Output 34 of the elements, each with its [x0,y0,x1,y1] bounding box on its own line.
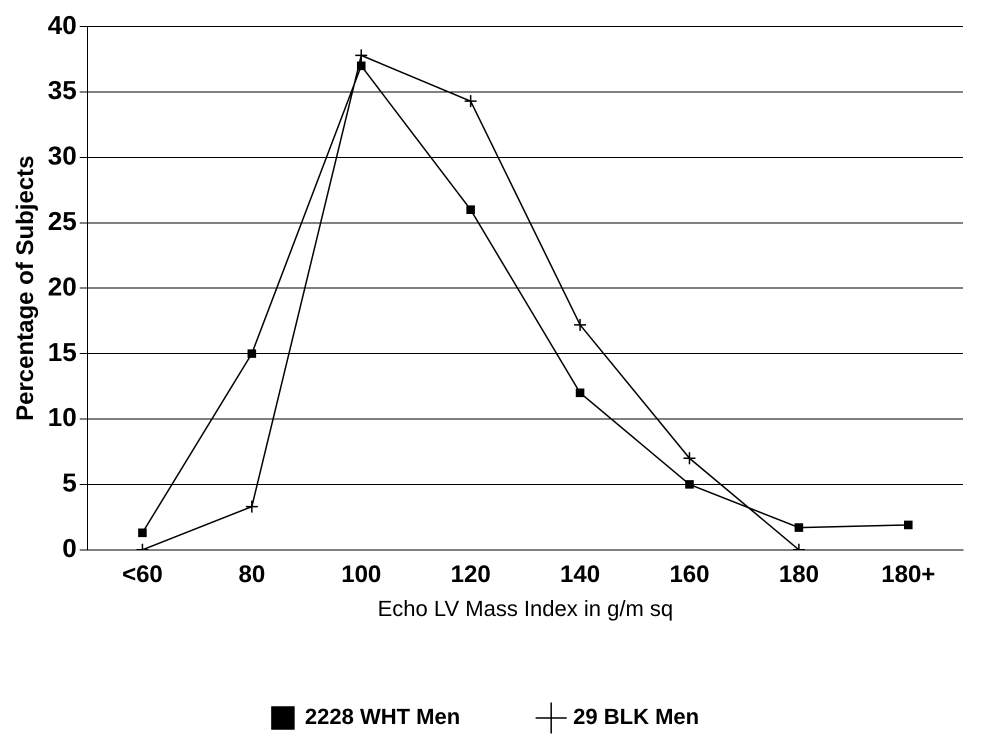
y-tick-label: 10 [48,402,77,432]
point [573,318,587,332]
point [685,480,694,489]
x-tick-label: 140 [560,560,600,588]
point [682,451,696,465]
x-tick-label: 80 [238,560,266,588]
x-tick-label: 100 [341,560,382,588]
x-axis-title: Echo LV Mass Index in g/m sq [378,596,674,621]
y-tick-label: 40 [48,10,77,40]
y-tick-label: 30 [48,140,77,171]
legend-label: 2228 WHT Men [304,704,460,730]
y-tick-label: 35 [48,75,77,106]
y-tick-label: 0 [62,532,77,563]
point [576,388,584,398]
x-tick-label: 160 [669,560,710,588]
y-tick-label: 20 [48,271,77,302]
x-tick-label: 180 [778,560,819,588]
point [245,500,259,514]
y-axis-title: Percentage of Subjects [12,155,40,421]
point [248,349,256,358]
point [354,48,368,62]
point [464,94,478,108]
x-tick-label: <60 [122,560,163,588]
point [904,520,913,530]
y-tick-label: 25 [48,206,77,236]
y-tick-label: 15 [48,336,77,367]
x-tick-label: 180+ [881,560,936,588]
point [794,523,804,532]
x-tick-label: 120 [450,560,491,588]
legend-label: 29 BLK Men [573,704,700,730]
point [138,528,147,538]
y-tick-label: 5 [62,468,77,498]
point [466,205,475,214]
point [356,62,366,70]
